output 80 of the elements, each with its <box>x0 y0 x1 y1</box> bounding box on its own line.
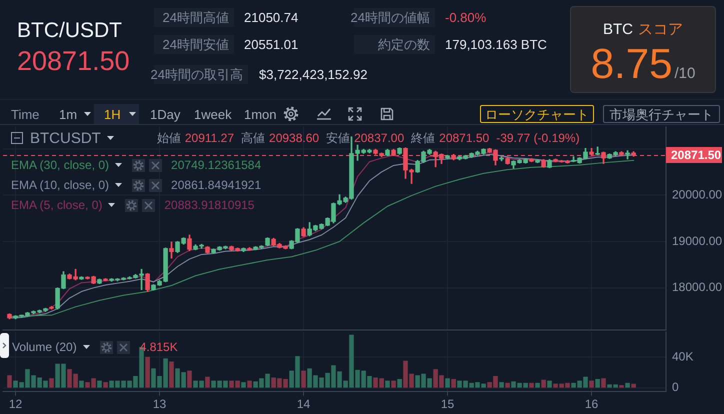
annotation: 20871.50 <box>439 131 490 145</box>
text: 1mon <box>244 107 277 122</box>
y-tick-label: 18000.00 <box>672 280 722 294</box>
text: 24時間高値 <box>162 10 229 25</box>
bar <box>97 380 102 388</box>
bar <box>601 378 606 388</box>
y-tick-label: 19000.00 <box>672 234 722 248</box>
ref-line-label: 20871.50 <box>671 148 722 162</box>
annotation: 20911.27 <box>184 131 234 145</box>
x-tick-label: 14 <box>296 397 311 412</box>
text: 20871.50 <box>17 46 130 76</box>
text: BTC/USDT <box>17 19 122 43</box>
bar <box>535 382 540 388</box>
bar <box>385 380 390 388</box>
annotation: 安値 <box>326 131 350 145</box>
text: 20551.01 <box>244 37 298 52</box>
y-tick-label: 40K <box>672 350 694 364</box>
annotation: 20861.84941921 <box>171 178 262 192</box>
text: 24時間安値 <box>162 37 229 52</box>
bar <box>589 380 594 388</box>
text: Time <box>11 107 40 122</box>
annotation: -39.77 (-0.19%) <box>496 131 580 145</box>
text: 約定の数 <box>378 37 430 52</box>
candlestick <box>169 242 174 258</box>
button: ローソクチャート <box>480 105 594 123</box>
bar <box>241 382 246 388</box>
bar <box>619 385 624 388</box>
bar <box>625 382 630 388</box>
text: 1week <box>194 107 232 122</box>
button: 市場奥行チャート <box>603 105 720 123</box>
bar <box>103 382 108 388</box>
bar <box>49 378 54 388</box>
x-tick-label: 16 <box>584 397 599 412</box>
bar <box>301 370 306 388</box>
text: 1H <box>104 107 121 122</box>
candlestick <box>625 150 630 160</box>
bar <box>547 380 552 388</box>
chart-title: BTCUSDT <box>30 130 101 146</box>
bar <box>451 379 456 388</box>
bar <box>499 382 504 388</box>
annotation: 20938.60 <box>269 131 320 145</box>
text: 179,103.163 BTC <box>445 37 547 52</box>
y-tick-label: 0 <box>672 380 679 394</box>
text: 24時間の値幅 <box>350 10 430 25</box>
annotation: 始値 <box>156 131 181 145</box>
x-tick-label: 12 <box>8 397 23 412</box>
bar <box>529 382 534 388</box>
text: EMA (30, close, 0) <box>11 158 110 172</box>
bar <box>541 380 546 388</box>
text: EMA (10, close, 0) <box>11 178 110 192</box>
annotation: 20837.00 <box>354 131 404 145</box>
bar <box>145 356 150 388</box>
bar <box>505 382 510 388</box>
text: $3,722,423,152.92 <box>259 67 368 82</box>
text: 21050.74 <box>244 10 298 25</box>
score-card: BTC スコア 8.75/10 <box>570 6 716 93</box>
text: 1m <box>59 107 78 122</box>
bar <box>7 375 12 388</box>
annotation: 高値 <box>241 131 266 145</box>
x-tick-label: 15 <box>440 397 455 412</box>
y-tick-label: 20000.00 <box>672 187 722 202</box>
bar <box>247 380 252 388</box>
annotation: 終値 <box>411 131 436 145</box>
bar <box>445 378 450 388</box>
annotation: 4.815K <box>140 340 178 354</box>
bar <box>187 370 192 388</box>
bar <box>397 379 402 388</box>
text: Volume (20) <box>12 340 77 354</box>
text: 1Day <box>150 107 180 122</box>
bar <box>79 380 84 388</box>
text: 24時間の取引高 <box>150 67 243 82</box>
bar <box>595 379 600 388</box>
x-tick-label: 13 <box>152 397 167 412</box>
text: EMA (5, close, 0) <box>11 198 102 212</box>
text: -0.80% <box>445 10 486 25</box>
annotation: 20749.12361584 <box>171 158 262 172</box>
bar <box>169 361 174 388</box>
bar <box>391 380 396 388</box>
annotation: 20883.91810915 <box>164 198 254 212</box>
bar <box>205 376 210 388</box>
